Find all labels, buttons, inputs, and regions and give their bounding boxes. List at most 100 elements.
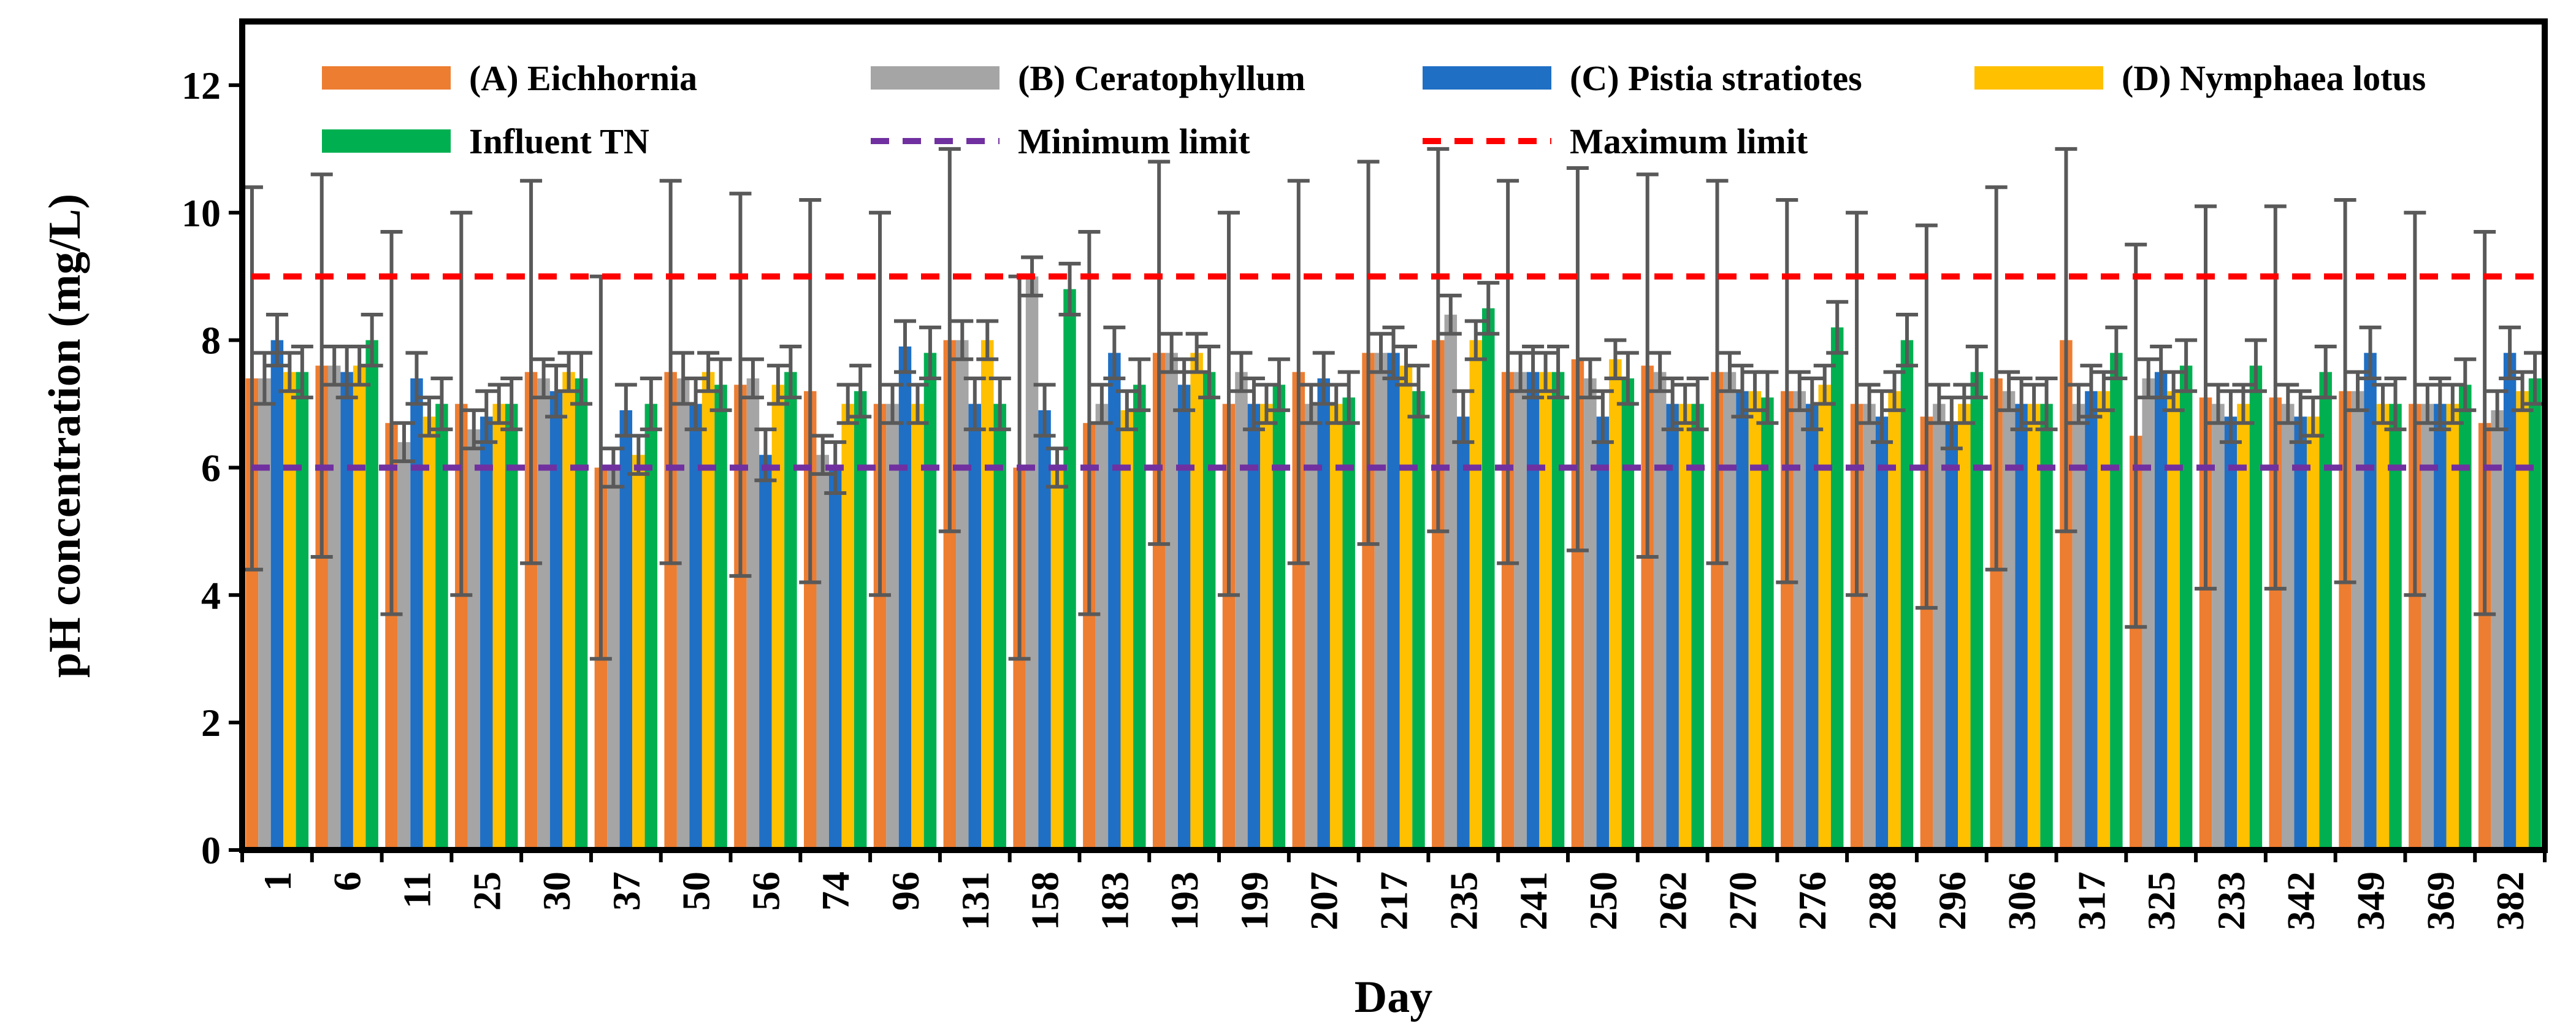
error-bar-1-262 [1636, 172, 1659, 559]
bar-1-276 [1781, 391, 1794, 850]
error-bar-4-50 [697, 351, 720, 393]
error-bar-2-1 [253, 351, 276, 406]
bar-4-276 [1818, 385, 1831, 850]
error-bar-2-270 [1718, 351, 1741, 393]
error-bar-5-296 [1965, 345, 1988, 400]
legend-item-3: (C) Pistia stratiotes [1423, 58, 1862, 98]
bar-5-342 [2319, 372, 2332, 850]
error-bar-4-11 [418, 396, 440, 438]
bar-1-11 [385, 423, 398, 850]
y-tick-label: 4 [201, 573, 221, 617]
x-tick-label-11: 11 [395, 871, 438, 908]
bar-5-193 [1202, 372, 1216, 850]
bar-2-306 [2002, 391, 2016, 850]
bar-5-37 [644, 404, 658, 850]
error-bar-3-183 [1103, 325, 1126, 380]
error-bar-2-56 [741, 357, 764, 400]
error-bar-3-96 [893, 319, 916, 374]
error-bar-3-193 [1173, 357, 1196, 412]
error-bar-5-276 [1826, 300, 1849, 355]
bar-1-131 [943, 340, 957, 850]
error-bar-4-317 [2092, 370, 2115, 412]
error-bar-1-250 [1566, 166, 1589, 553]
error-bars-layer [240, 147, 2547, 661]
bar-3-193 [1177, 385, 1191, 850]
error-bar-2-250 [1579, 357, 1602, 400]
error-bar-1-241 [1497, 178, 1519, 565]
bar-2-183 [1095, 404, 1109, 850]
error-bar-2-382 [2486, 389, 2509, 432]
bar-3-131 [968, 404, 982, 850]
bar-3-296 [1945, 423, 1959, 850]
error-bar-4-288 [1883, 370, 1906, 412]
error-bar-2-131 [951, 319, 974, 361]
error-bar-1-342 [2264, 204, 2287, 591]
x-tick-label-207: 207 [1302, 871, 1346, 930]
bar-1-30 [524, 372, 538, 850]
bar-1-342 [2269, 397, 2282, 850]
x-tick-label-193: 193 [1163, 871, 1206, 930]
error-bar-4-276 [1813, 364, 1836, 406]
error-bar-3-382 [2499, 325, 2521, 380]
bar-5-25 [505, 404, 518, 850]
bar-5-382 [2528, 378, 2542, 850]
error-bar-3-250 [1591, 389, 1614, 444]
bar-5-158 [1063, 289, 1076, 851]
error-bar-5-37 [640, 376, 662, 432]
error-bar-4-193 [1185, 332, 1208, 374]
error-bar-1-296 [1915, 223, 1938, 610]
bar-3-183 [1108, 353, 1121, 850]
x-tick-label-50: 50 [675, 871, 718, 911]
bar-5-74 [854, 391, 867, 850]
error-bar-1-276 [1776, 197, 1798, 584]
error-bar-2-207 [1300, 383, 1323, 425]
bar-4-96 [911, 404, 924, 850]
legend-item-6: Minimum limit [871, 121, 1250, 161]
error-bar-3-199 [1242, 376, 1265, 432]
error-bar-3-317 [2080, 364, 2103, 419]
error-bar-5-183 [1128, 357, 1151, 412]
bar-4-158 [1050, 467, 1064, 850]
bar-4-183 [1120, 410, 1134, 850]
bar-1-288 [1850, 404, 1863, 850]
x-tick-label-6: 6 [326, 871, 369, 891]
error-bar-2-199 [1230, 351, 1253, 393]
x-tick-label-317: 317 [2070, 871, 2113, 930]
legend-label: (B) Ceratophyllum [1018, 58, 1305, 98]
error-bar-3-270 [1731, 364, 1754, 419]
error-bar-4-217 [1394, 345, 1417, 387]
error-bar-3-276 [1801, 376, 1824, 432]
error-bar-4-306 [2023, 383, 2046, 425]
error-bar-5-25 [500, 376, 523, 432]
bar-2-325 [2142, 378, 2155, 850]
error-bar-3-158 [1033, 383, 1056, 438]
error-bar-5-288 [1895, 313, 1918, 368]
bar-2-296 [1933, 404, 1946, 850]
bar-5-250 [1621, 378, 1635, 850]
bar-2-241 [1514, 372, 1527, 850]
error-bar-2-317 [2067, 383, 2090, 425]
bar-5-11 [435, 404, 448, 850]
error-bar-5-30 [570, 351, 593, 406]
y-tick-label: 6 [201, 446, 221, 489]
error-bar-4-349 [2372, 383, 2394, 425]
x-tick-label-296: 296 [1930, 871, 1974, 930]
bar-2-317 [2072, 404, 2085, 850]
error-bar-4-296 [1953, 383, 1976, 425]
bar-3-317 [2085, 391, 2098, 850]
bar-3-262 [1666, 404, 1679, 850]
error-bar-1-217 [1357, 159, 1380, 546]
x-tick-label-131: 131 [954, 871, 997, 930]
bar-4-317 [2097, 391, 2111, 850]
error-bar-2-183 [1090, 383, 1113, 425]
bar-4-233 [2237, 404, 2250, 850]
bars-layer [245, 276, 2542, 851]
error-bar-4-96 [906, 383, 929, 425]
bar-1-74 [803, 391, 817, 850]
bar-3-241 [1526, 372, 1540, 850]
bar-5-131 [993, 404, 1006, 850]
error-bar-4-183 [1115, 389, 1138, 432]
bar-3-96 [898, 347, 912, 850]
